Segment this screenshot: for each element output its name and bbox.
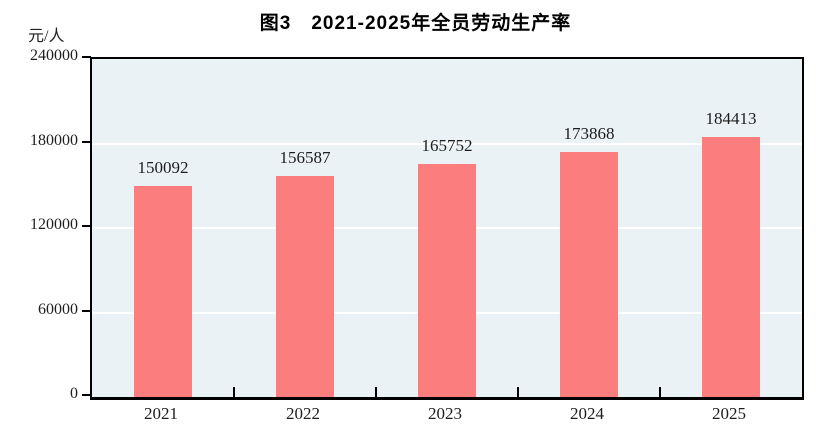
bar-value-label-2024: 173868	[563, 124, 615, 144]
y-axis-tick-180000	[82, 140, 91, 143]
bar-2023	[418, 163, 476, 397]
y-axis-tick-240000	[82, 56, 91, 58]
x-category-label-2023: 2023	[428, 404, 462, 423]
bar-value-label-2025: 184413	[705, 109, 757, 129]
y-axis-tick-60000	[82, 309, 91, 312]
y-tick-label-60000: 60000	[38, 300, 78, 318]
x-axis-tick-3	[517, 387, 519, 397]
x-axis-tick-4	[659, 387, 661, 397]
plot-area: 150092 156587 165752 173868 184413	[90, 57, 804, 400]
y-tick-label-120000: 120000	[30, 216, 78, 233]
bar-2021	[134, 185, 192, 397]
y-tick-label-180000: 180000	[30, 131, 78, 149]
y-axis-tick-120000	[82, 225, 91, 227]
x-category-label-2025: 2025	[712, 404, 746, 423]
x-category-label-2024: 2024	[570, 404, 604, 423]
bar-2024	[560, 152, 618, 397]
bar-value-label-2021: 150092	[137, 157, 189, 177]
gridline-180000	[92, 142, 802, 145]
y-tick-label-240000: 240000	[30, 47, 78, 64]
bar-2022	[276, 176, 334, 397]
bar-value-label-2023: 165752	[421, 135, 473, 155]
y-tick-label-0: 0	[70, 385, 78, 402]
y-axis-tick-0	[82, 394, 91, 396]
chart-title: 图3 2021-2025年全员劳动生产率	[259, 13, 572, 34]
x-axis-tick-1	[233, 387, 235, 397]
bar-value-label-2022: 156587	[279, 148, 331, 168]
x-axis-tick-2	[375, 387, 377, 397]
bar-2025	[702, 137, 760, 397]
x-category-label-2021: 2021	[144, 404, 178, 423]
x-category-label-2022: 2022	[286, 404, 320, 423]
y-axis-unit-label: 元/人	[28, 28, 65, 45]
